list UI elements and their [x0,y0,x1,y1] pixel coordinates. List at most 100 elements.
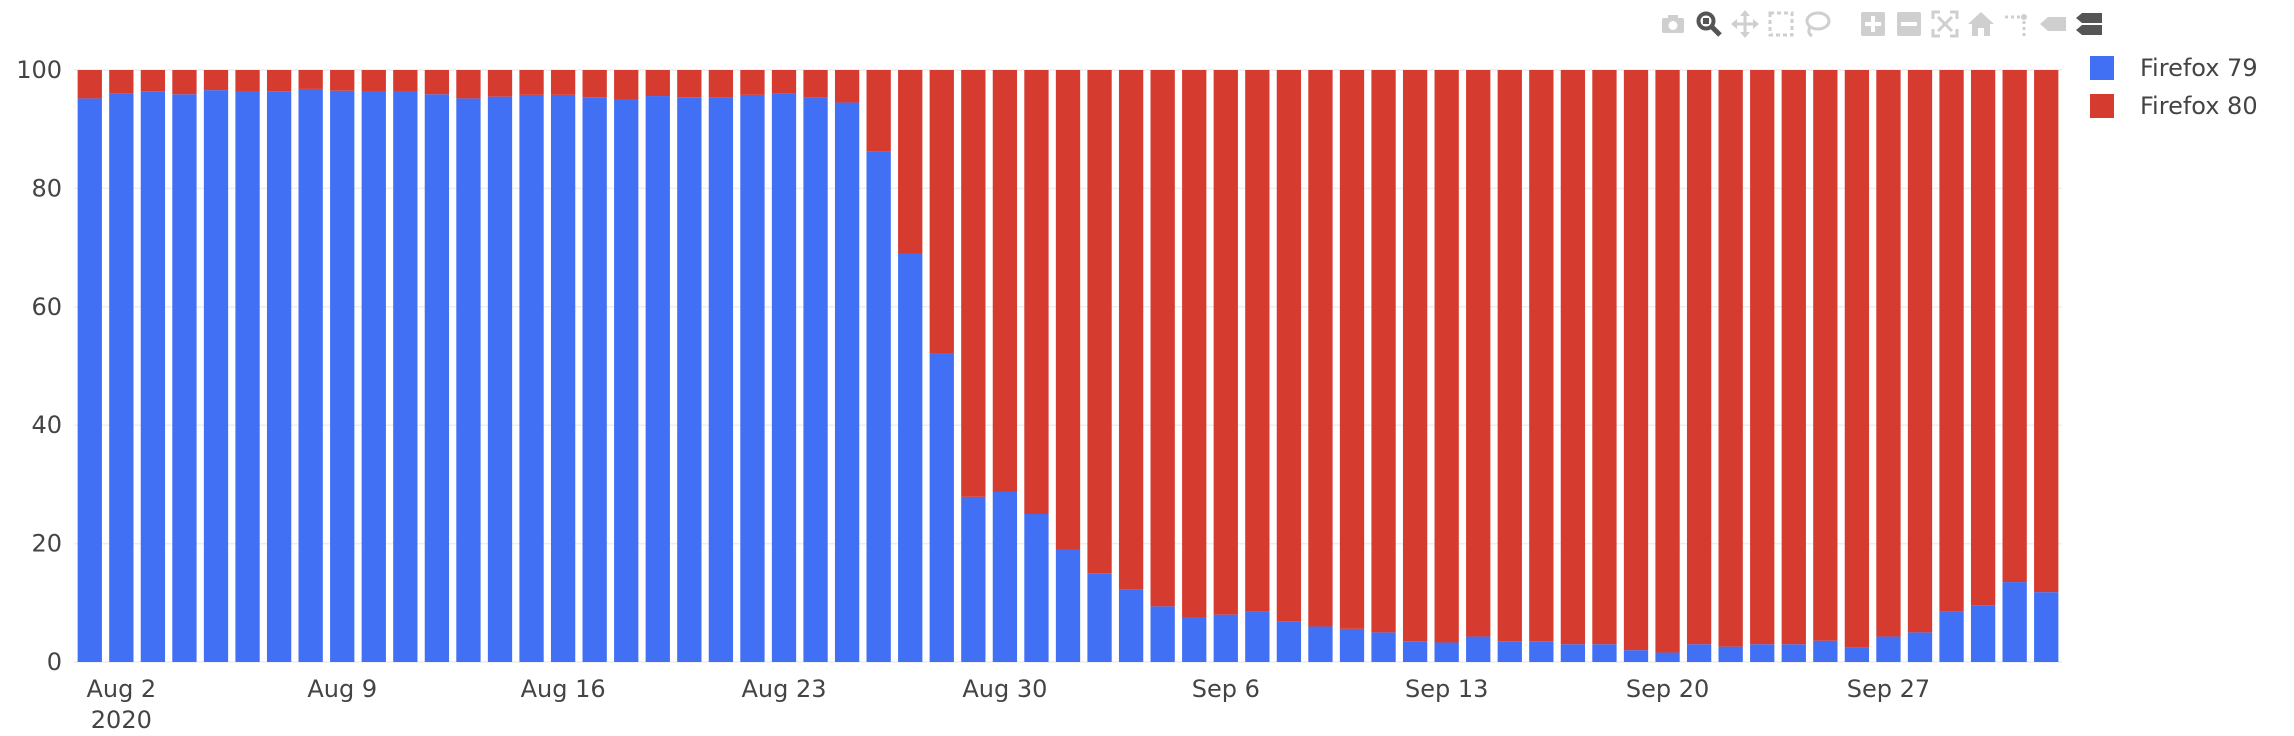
bar-firefox-79[interactable] [1623,650,1649,662]
bar-firefox-80[interactable] [1844,70,1870,648]
bar-firefox-80[interactable] [203,70,229,91]
bar-firefox-80[interactable] [1339,70,1365,629]
bar-firefox-79[interactable] [740,94,765,662]
bar-firefox-80[interactable] [1560,70,1586,645]
bar-firefox-80[interactable] [1592,70,1617,645]
bar-firefox-79[interactable] [1371,632,1396,662]
bar-firefox-80[interactable] [487,70,513,97]
bar-firefox-79[interactable] [550,94,576,662]
bar-firefox-80[interactable] [1024,70,1049,514]
bar-firefox-80[interactable] [1907,70,1933,633]
bar-firefox-79[interactable] [1686,644,1712,662]
bar-firefox-80[interactable] [1718,70,1743,647]
bar-firefox-79[interactable] [140,91,166,662]
bar-firefox-79[interactable] [708,97,734,663]
bar-firefox-79[interactable] [1213,614,1238,662]
bar-firefox-79[interactable] [1718,646,1743,662]
bar-firefox-79[interactable] [1907,632,1933,662]
bar-firefox-79[interactable] [1276,621,1302,662]
bar-firefox-79[interactable] [992,491,1018,662]
bar-firefox-80[interactable] [866,70,891,152]
legend-item-firefox-79[interactable]: Firefox 79 [2090,54,2258,82]
bar-firefox-79[interactable] [1466,636,1491,662]
zoom-button[interactable] [1691,6,1727,42]
bar-firefox-79[interactable] [1844,647,1870,662]
spike-lines-button[interactable] [1999,6,2035,42]
bar-firefox-79[interactable] [803,97,828,663]
bar-firefox-80[interactable] [1466,70,1491,637]
bar-firefox-79[interactable] [1245,611,1270,662]
bar-firefox-80[interactable] [77,70,102,99]
bar-firefox-79[interactable] [1434,642,1459,662]
bar-firefox-79[interactable] [77,98,102,662]
bar-firefox-80[interactable] [361,70,386,92]
reset-axes-button[interactable] [1963,6,1999,42]
bar-firefox-80[interactable] [740,70,765,95]
bar-firefox-79[interactable] [330,90,355,663]
bar-firefox-79[interactable] [109,93,134,663]
bar-firefox-80[interactable] [456,70,481,99]
bar-firefox-79[interactable] [898,253,923,662]
bar-firefox-79[interactable] [1560,644,1586,662]
lasso-select-button[interactable] [1799,6,1835,42]
camera-button[interactable] [1655,6,1691,42]
bar-firefox-79[interactable] [1118,589,1144,662]
bar-firefox-79[interactable] [645,96,670,663]
bar-firefox-80[interactable] [929,70,954,354]
bar-firefox-79[interactable] [1592,644,1617,662]
bar-firefox-80[interactable] [172,70,197,95]
bar-firefox-79[interactable] [929,353,954,662]
bar-firefox-79[interactable] [487,96,513,662]
bar-firefox-79[interactable] [1497,641,1522,662]
bar-firefox-79[interactable] [519,94,544,662]
bar-firefox-80[interactable] [2034,70,2059,593]
box-select-button[interactable] [1763,6,1799,42]
bar-firefox-80[interactable] [1118,70,1144,590]
bar-firefox-79[interactable] [393,91,418,663]
bar-firefox-80[interactable] [1371,70,1396,633]
bar-firefox-80[interactable] [1055,70,1081,550]
bar-firefox-80[interactable] [266,70,292,92]
bar-firefox-80[interactable] [771,70,797,94]
bar-firefox-79[interactable] [1308,626,1333,662]
bar-firefox-79[interactable] [203,90,229,663]
bar-firefox-80[interactable] [1813,70,1838,641]
bar-firefox-80[interactable] [961,70,986,497]
bar-firefox-79[interactable] [1939,611,1964,662]
bar-firefox-79[interactable] [677,97,702,663]
bar-firefox-79[interactable] [1087,573,1112,662]
bar-firefox-80[interactable] [708,70,734,98]
bar-firefox-79[interactable] [2034,592,2059,662]
bar-firefox-80[interactable] [393,70,418,92]
bar-firefox-79[interactable] [361,91,386,663]
bar-firefox-80[interactable] [1939,70,1964,612]
bar-firefox-79[interactable] [1876,636,1901,662]
legend-item-firefox-80[interactable]: Firefox 80 [2090,92,2258,120]
zoom-in-button[interactable] [1855,6,1891,42]
zoom-out-button[interactable] [1891,6,1927,42]
bar-firefox-80[interactable] [2002,70,2027,583]
autoscale-button[interactable] [1927,6,1963,42]
bar-firefox-79[interactable] [961,496,986,662]
bar-firefox-80[interactable] [1655,70,1680,653]
bar-firefox-79[interactable] [1813,640,1838,662]
bar-firefox-80[interactable] [1434,70,1459,643]
bar-firefox-80[interactable] [1402,70,1428,642]
bar-firefox-80[interactable] [1876,70,1901,637]
bar-firefox-80[interactable] [298,70,323,89]
bar-firefox-79[interactable] [1182,617,1207,662]
bar-firefox-79[interactable] [1150,606,1175,662]
bar-firefox-80[interactable] [1150,70,1175,607]
bar-firefox-80[interactable] [645,70,670,97]
bar-firefox-79[interactable] [1529,641,1554,662]
bar-firefox-80[interactable] [992,70,1018,492]
bar-firefox-79[interactable] [614,99,639,663]
bar-firefox-80[interactable] [330,70,355,91]
bar-firefox-80[interactable] [1529,70,1554,642]
bar-firefox-80[interactable] [1686,70,1712,645]
bar-firefox-80[interactable] [1308,70,1333,627]
bar-firefox-80[interactable] [235,70,260,92]
bar-firefox-79[interactable] [456,98,481,662]
bar-firefox-80[interactable] [803,70,828,98]
bar-firefox-79[interactable] [172,94,197,663]
